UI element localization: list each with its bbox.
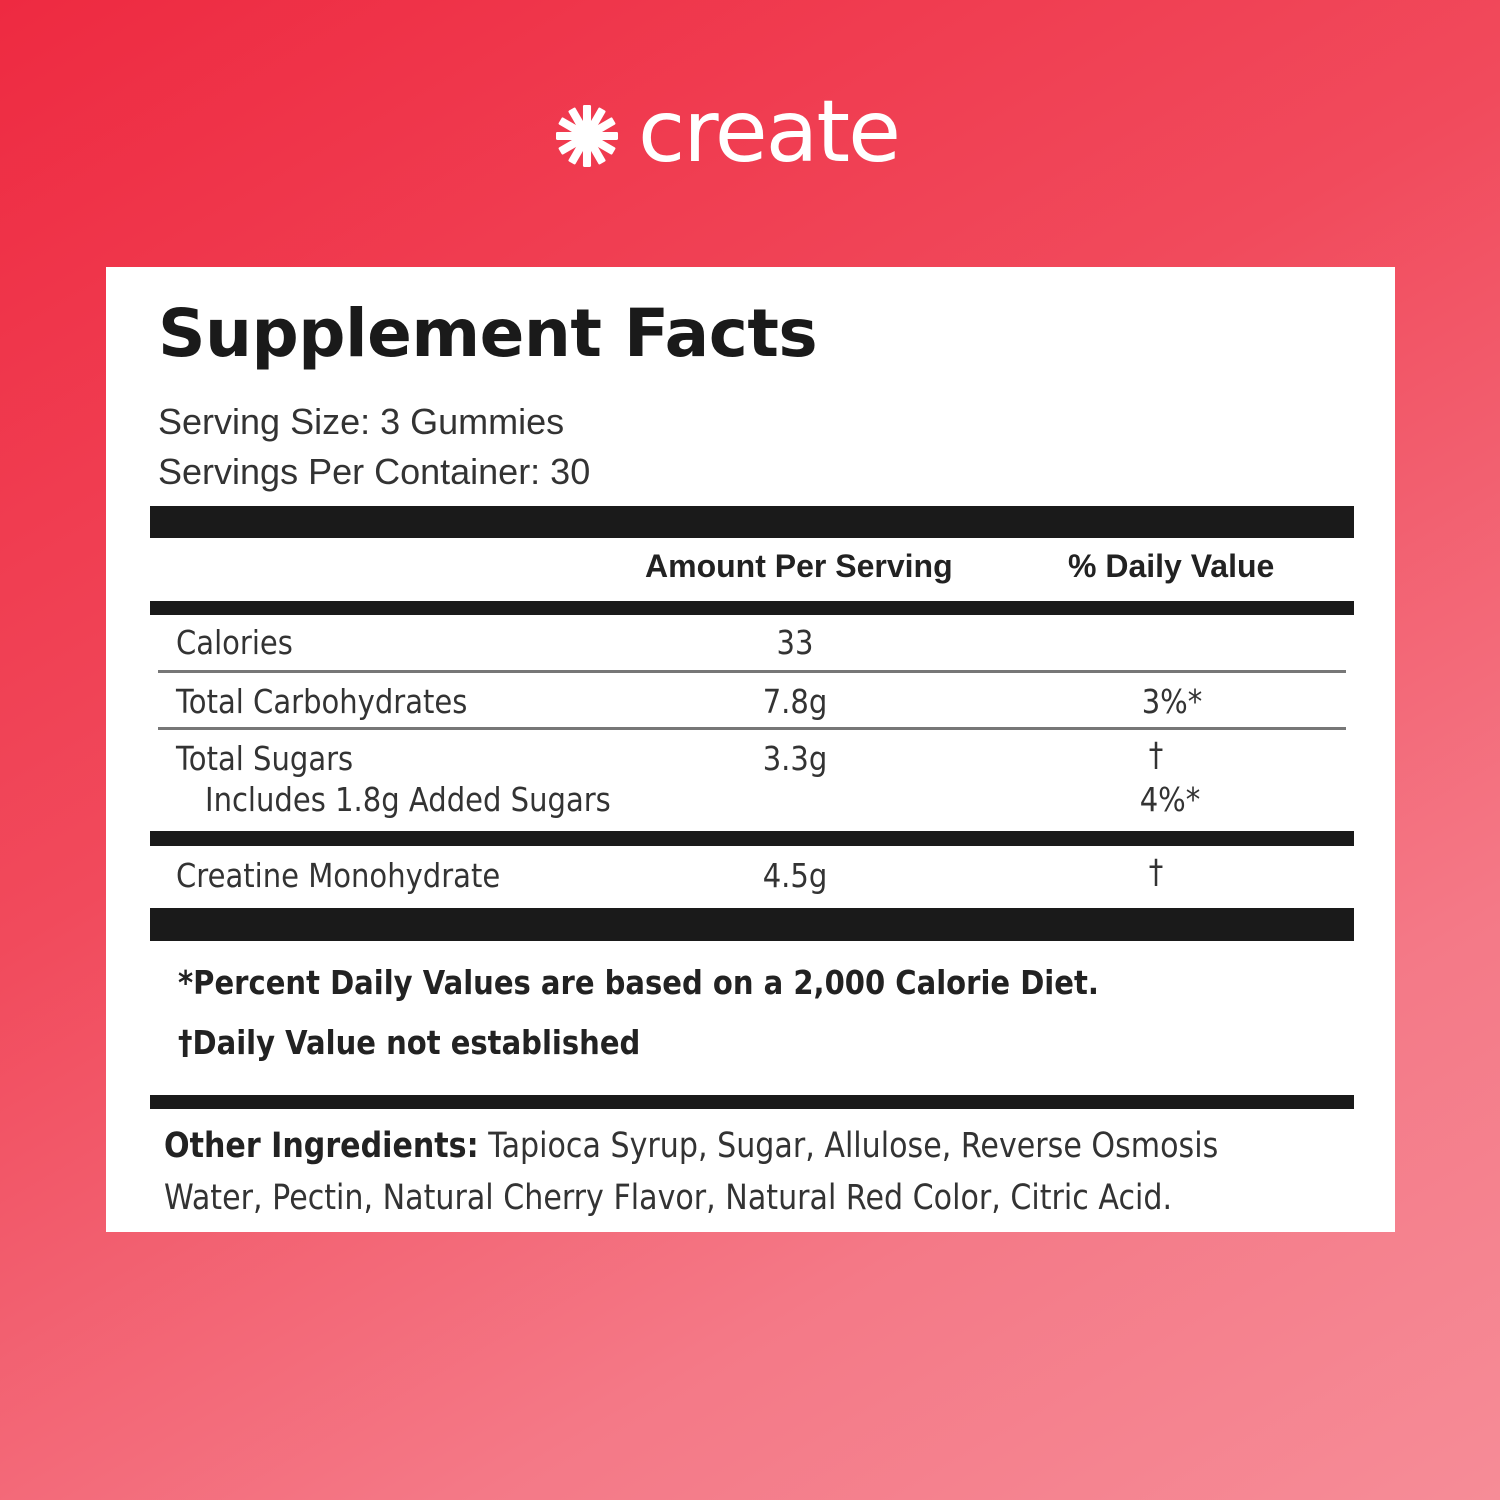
row-name: Calories <box>176 623 293 662</box>
serving-size: Serving Size: 3 Gummies <box>158 401 565 442</box>
row-daily-value: † <box>1148 735 1164 774</box>
supplement-facts-panel: Supplement Facts Serving Size: 3 Gummies… <box>106 267 1395 1232</box>
label-title: Supplement Facts <box>158 295 818 372</box>
divider-bar <box>150 601 1354 615</box>
header-daily-value: % Daily Value <box>1068 548 1275 584</box>
divider-bar <box>150 831 1354 846</box>
row-name: Includes 1.8g Added Sugars <box>205 780 611 819</box>
row-daily-value: † <box>1148 852 1164 891</box>
servings-per-container: Servings Per Container: 30 <box>158 451 591 492</box>
row-name: Total Carbohydrates <box>176 682 468 721</box>
divider-bar <box>150 1095 1354 1109</box>
row-daily-value: 3%* <box>1141 682 1203 721</box>
ingredients-line-2: Water, Pectin, Natural Cherry Flavor, Na… <box>164 1178 1173 1218</box>
asterisk-burst-icon <box>556 105 618 167</box>
brand-logo: create <box>556 82 901 182</box>
row-name: Total Sugars <box>176 739 354 778</box>
row-name: Creatine Monohydrate <box>176 856 501 895</box>
other-ingredients-label: Other Ingredients: <box>164 1126 479 1166</box>
footnote-daily-values: *Percent Daily Values are based on a 2,0… <box>178 963 1099 1002</box>
brand-name: create <box>638 82 901 182</box>
divider-bar <box>150 908 1354 941</box>
row-amount: 33 <box>776 623 814 662</box>
footnote-not-established: †Daily Value not established <box>178 1023 641 1062</box>
header-amount: Amount Per Serving <box>645 548 953 584</box>
row-amount: 3.3g <box>762 739 828 778</box>
row-divider <box>158 727 1346 730</box>
row-amount: 4.5g <box>762 856 828 895</box>
ingredients-line-1: Tapioca Syrup, Sugar, Allulose, Reverse … <box>478 1126 1219 1166</box>
divider-bar <box>150 506 1354 538</box>
other-ingredients: Other Ingredients: Tapioca Syrup, Sugar,… <box>164 1126 1218 1166</box>
row-amount: 7.8g <box>762 682 828 721</box>
row-divider <box>158 670 1346 673</box>
row-daily-value: 4%* <box>1139 780 1201 819</box>
